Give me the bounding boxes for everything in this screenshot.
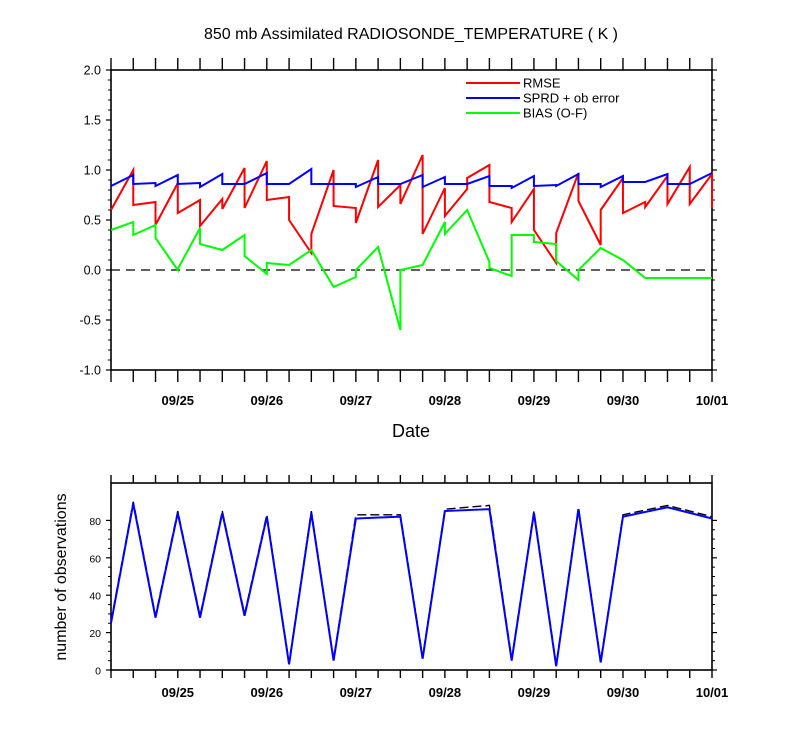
x-tick-label: 10/01 xyxy=(696,393,729,408)
plot-frame xyxy=(110,69,713,371)
x-tick-label: 09/25 xyxy=(162,393,195,408)
series-line-sprd-ob-error xyxy=(110,167,713,190)
chart-title: 850 mb Assimilated RADIOSONDE_TEMPERATUR… xyxy=(204,26,618,43)
plot-frame xyxy=(110,482,713,671)
y-tick-label: 0.5 xyxy=(84,214,101,228)
legend-label-bias-o-f: BIAS (O-F) xyxy=(523,106,587,121)
y-tick-label: 1.0 xyxy=(84,164,101,178)
x-tick-label: 09/26 xyxy=(251,393,284,408)
x-tick-label: 09/29 xyxy=(518,393,551,408)
x-tick-label: 09/28 xyxy=(429,393,462,408)
x-tick-label: 10/01 xyxy=(696,685,729,700)
x-tick-label: 09/25 xyxy=(162,685,195,700)
y-tick-label: -0.5 xyxy=(79,314,101,328)
y-tick-label: 2.0 xyxy=(84,64,101,78)
series-line-bias-o-f xyxy=(110,208,712,331)
y-tick-label: 1.5 xyxy=(84,114,101,128)
y-axis-label-observations: number of observations xyxy=(53,493,70,660)
x-tick-label: 09/27 xyxy=(340,393,373,408)
y-tick-label: 0.0 xyxy=(84,264,101,278)
x-tick-label: 09/30 xyxy=(607,393,640,408)
x-axis-label: Date xyxy=(392,421,430,441)
y-tick-label: 80 xyxy=(89,516,101,528)
series-line-rmse xyxy=(110,154,713,267)
legend-label-rmse: RMSE xyxy=(523,76,561,91)
x-tick-label: 09/26 xyxy=(251,685,284,700)
x-tick-label: 09/30 xyxy=(607,685,640,700)
x-tick-label: 09/28 xyxy=(429,685,462,700)
y-tick-label: 0 xyxy=(95,666,101,678)
x-tick-label: 09/29 xyxy=(518,685,551,700)
y-tick-label: 40 xyxy=(89,591,101,603)
legend-label-sprd-ob-error: SPRD + ob error xyxy=(523,91,620,106)
y-tick-label: 20 xyxy=(89,628,101,640)
series-line-obs-used xyxy=(110,503,713,667)
y-tick-label: -1.0 xyxy=(79,364,101,378)
top-panel-temperature-stats: -1.0 -0.5 0.0 0.5 1.0 1.5 2.0 09/25 09/26 09/27 09… xyxy=(79,58,728,408)
y-tick-label: 60 xyxy=(89,553,101,565)
x-tick-label: 09/27 xyxy=(340,685,373,700)
bottom-panel-observation-counts: 0 20 40 60 80 09/25 09/26 09/27 09/28 09/29 09/30 1… xyxy=(89,475,728,700)
